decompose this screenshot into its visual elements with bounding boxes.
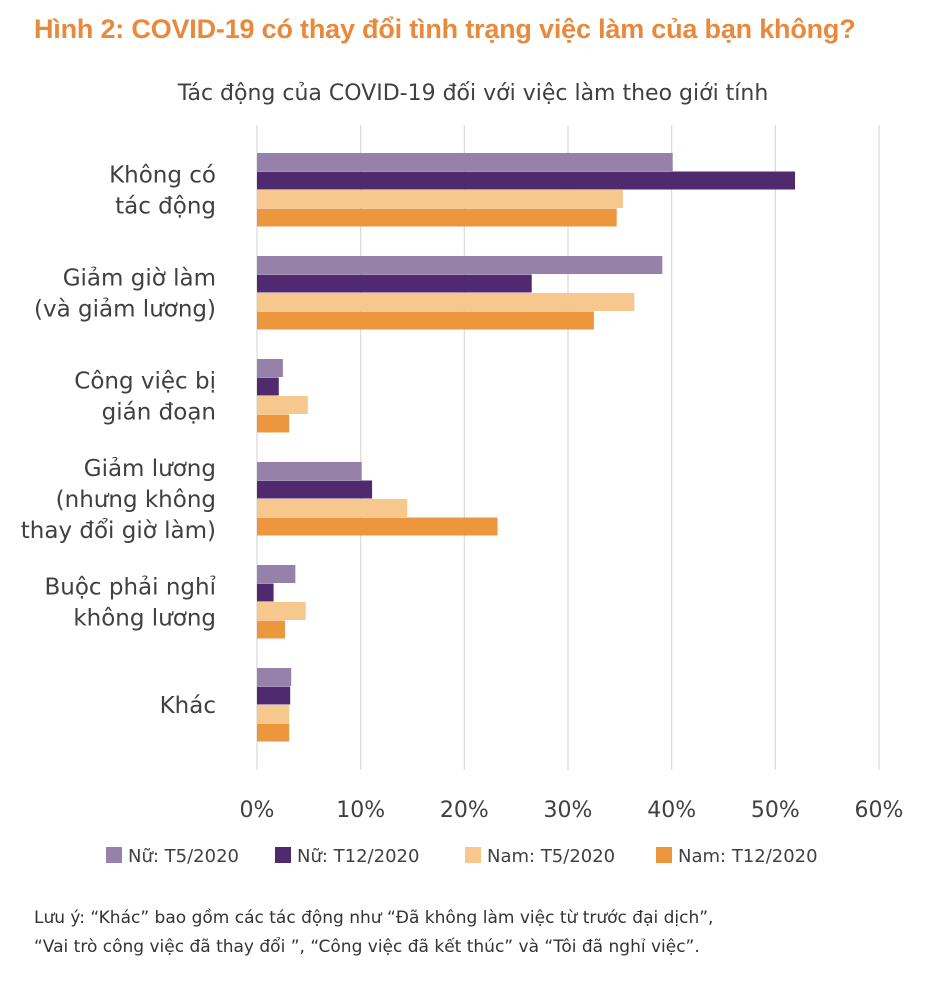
legend-label: Nam: T5/2020 — [487, 846, 615, 867]
footnote-line-2: “Vai trò công việc đã thay đổi ”, “Công … — [34, 937, 700, 957]
bar — [257, 686, 291, 705]
bar — [257, 499, 408, 517]
category-label-line: tác động — [115, 194, 216, 220]
bar — [257, 565, 296, 583]
bar — [257, 190, 623, 208]
category-label-line: Giảm giờ làm — [63, 266, 216, 292]
category-label: Giảm lương (nhưng không thay đổi giờ làm) — [21, 456, 216, 544]
legend-swatch — [275, 847, 291, 863]
bar — [257, 171, 796, 190]
bar — [257, 620, 285, 639]
legend-label: Nữ: T5/2020 — [128, 846, 239, 867]
category-labels: Không có tác động Giảm giờ làm (và giảm lươ… — [21, 163, 216, 720]
x-tick-label: 40% — [647, 798, 696, 823]
bar — [257, 462, 362, 480]
x-tick-label: 30% — [544, 798, 593, 823]
legend-item: Nam: T5/2020 — [465, 846, 615, 867]
category-label: Buộc phải nghỉ không lương — [44, 575, 216, 632]
category-label: Giảm giờ làm (và giảm lương) — [34, 266, 216, 323]
category-label: Công việc bị gián đoạn — [74, 369, 216, 426]
bar — [257, 274, 532, 293]
footnote-line-1: Lưu ý: “Khác” bao gồm các tác động như “… — [34, 908, 714, 928]
legend-item: Nam: T12/2020 — [656, 846, 818, 867]
legend-swatch — [106, 847, 122, 863]
bar — [257, 208, 617, 227]
footnote: Lưu ý: “Khác” bao gồm các tác động như “… — [34, 904, 914, 962]
category-label-line: (nhưng không — [56, 487, 216, 513]
x-tick-label: 20% — [440, 798, 489, 823]
figure-title: Hình 2: COVID-19 có thay đổi tình trạng … — [34, 14, 856, 44]
bar — [257, 414, 290, 433]
bar — [257, 293, 635, 311]
category-label: Khác — [160, 693, 216, 719]
category-label-line: (và giảm lương) — [34, 297, 216, 323]
legend: Nữ: T5/2020 Nữ: T12/2020 Nam: T5/2020 Nam: … — [106, 846, 818, 867]
legend-item: Nữ: T5/2020 — [106, 846, 239, 867]
category-label-line: gián đoạn — [102, 400, 216, 426]
bar — [257, 723, 290, 742]
category-label-line: Khác — [160, 693, 216, 719]
legend-item: Nữ: T12/2020 — [275, 846, 419, 867]
legend-swatch — [465, 847, 481, 863]
category-label-line: Công việc bị — [74, 369, 216, 395]
category-label-line: Không có — [109, 163, 216, 189]
legend-swatch — [656, 847, 672, 863]
legend-label: Nam: T12/2020 — [678, 846, 818, 867]
bar — [257, 583, 274, 602]
bar — [257, 602, 306, 620]
category-label-line: thay đổi giờ làm) — [21, 518, 216, 544]
bar — [257, 480, 373, 499]
x-axis-tick-labels: 0% 10% 20% 30% 40% 50% 60% — [240, 798, 904, 823]
x-tick-label: 50% — [751, 798, 800, 823]
x-tick-label: 0% — [240, 798, 275, 823]
category-label: Không có tác động — [109, 163, 216, 220]
bar — [257, 517, 498, 536]
category-label-line: Giảm lương — [84, 456, 216, 482]
bar — [257, 668, 292, 686]
bar — [257, 705, 290, 723]
bar — [257, 153, 673, 171]
x-tick-label: 10% — [336, 798, 385, 823]
legend-label: Nữ: T12/2020 — [297, 846, 419, 867]
bar-chart: Tác động của COVID-19 đối với việc làm t… — [21, 81, 904, 867]
bar — [257, 359, 283, 377]
bars — [257, 153, 796, 742]
bar — [257, 377, 279, 396]
bar — [257, 256, 663, 274]
x-tick-label: 60% — [855, 798, 904, 823]
bar — [257, 311, 594, 330]
bar — [257, 396, 308, 414]
gridlines — [256, 125, 880, 770]
category-label-line: không lương — [73, 606, 216, 632]
chart-title: Tác động của COVID-19 đối với việc làm t… — [177, 81, 769, 106]
category-label-line: Buộc phải nghỉ — [44, 575, 216, 601]
